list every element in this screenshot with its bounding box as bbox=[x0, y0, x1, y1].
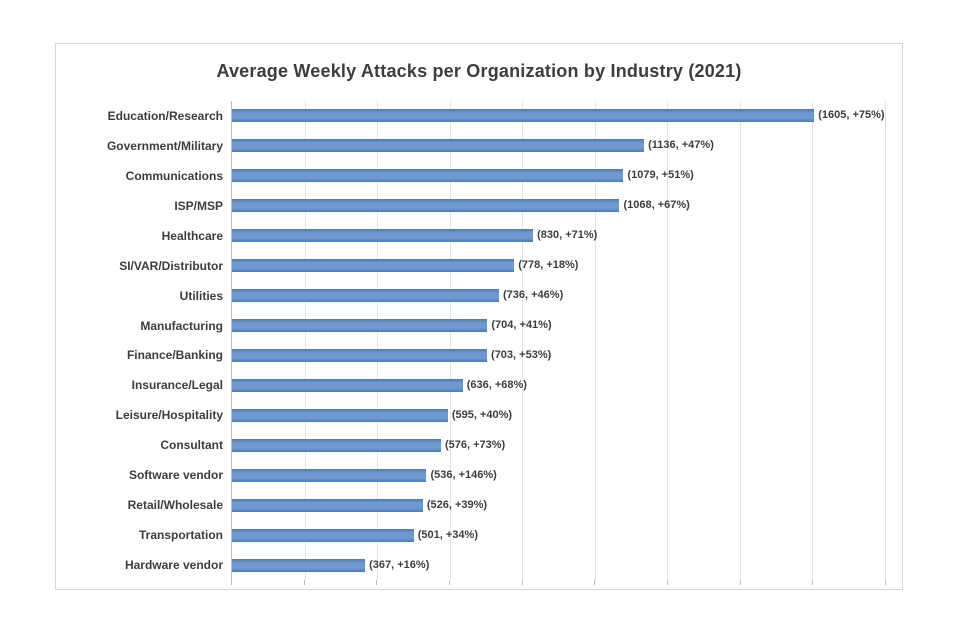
chart-container: Average Weekly Attacks per Organization … bbox=[55, 43, 903, 590]
category-label: Manufacturing bbox=[140, 318, 223, 333]
gridline bbox=[377, 101, 379, 580]
bar-value-label: (778, +18%) bbox=[518, 259, 579, 272]
bar-row: (704, +41%) bbox=[232, 311, 885, 341]
bar-value-label: (736, +46%) bbox=[503, 289, 564, 302]
bar bbox=[232, 558, 366, 572]
bar bbox=[232, 528, 414, 542]
bar-row: (1068, +67%) bbox=[232, 191, 885, 221]
axis-tick bbox=[231, 580, 232, 585]
bar-row: (536, +146%) bbox=[232, 460, 885, 490]
gridline bbox=[304, 101, 306, 580]
category-label: SI/VAR/Distributor bbox=[119, 258, 223, 273]
bar bbox=[232, 498, 423, 512]
bar-row: (736, +46%) bbox=[232, 281, 885, 311]
category-axis: Education/Research Government/Military Com… bbox=[56, 101, 223, 580]
bar bbox=[232, 169, 624, 183]
bar bbox=[232, 408, 448, 422]
gridline bbox=[594, 101, 596, 580]
bar-row: (501, +34%) bbox=[232, 520, 885, 550]
axis-tick bbox=[739, 580, 741, 585]
gridline bbox=[449, 101, 451, 580]
axis-tick bbox=[376, 580, 378, 585]
bar-value-label: (1079, +51%) bbox=[627, 169, 694, 182]
bar bbox=[232, 139, 645, 153]
category-label: Utilities bbox=[179, 288, 223, 303]
bar-row: (778, +18%) bbox=[232, 251, 885, 281]
bar-value-label: (1136, +47%) bbox=[648, 139, 714, 152]
bar-value-label: (703, +53%) bbox=[491, 348, 552, 361]
gridline bbox=[667, 101, 669, 580]
bar-value-label: (704, +41%) bbox=[491, 319, 552, 332]
bar bbox=[232, 109, 815, 123]
bar bbox=[232, 199, 620, 213]
category-label: Healthcare bbox=[161, 228, 223, 243]
gridline bbox=[812, 101, 814, 580]
axis-tick bbox=[303, 580, 305, 585]
category-label: Finance/Banking bbox=[126, 348, 223, 363]
bar-value-label: (501, +34%) bbox=[417, 528, 478, 541]
category-label: Leisure/Hospitality bbox=[115, 408, 223, 423]
chart-title: Average Weekly Attacks per Organization … bbox=[216, 61, 742, 81]
bar bbox=[232, 259, 515, 273]
bar bbox=[232, 289, 499, 303]
bar bbox=[232, 468, 427, 482]
bar-value-label: (536, +146%) bbox=[430, 468, 497, 481]
bar-value-label: (830, +71%) bbox=[537, 229, 598, 242]
bar-row: (1136, +47%) bbox=[232, 131, 885, 161]
bar-row: (367, +16%) bbox=[232, 550, 885, 580]
bar-row: (595, +40%) bbox=[232, 400, 885, 430]
bar bbox=[232, 438, 441, 452]
plot-area: (1605, +75%) (1136, +47%) (1079, +51%) (106… bbox=[231, 101, 886, 580]
bar-value-label: (595, +40%) bbox=[451, 408, 513, 421]
bar-value-label: (1605, +75%) bbox=[818, 109, 885, 122]
category-label: Retail/Wholesale bbox=[127, 498, 223, 513]
bar bbox=[232, 319, 488, 333]
category-label: Education/Research bbox=[107, 108, 223, 123]
bar bbox=[232, 378, 463, 392]
category-label: Communications bbox=[125, 168, 223, 183]
category-label: Consultant bbox=[160, 438, 223, 453]
category-label: Transportation bbox=[138, 528, 223, 543]
axis-tick bbox=[594, 580, 596, 585]
bar-row: (1079, +51%) bbox=[232, 161, 885, 191]
bar bbox=[232, 229, 534, 243]
bar-value-label: (526, +39%) bbox=[426, 498, 488, 511]
bar-row: (703, +53%) bbox=[232, 341, 885, 371]
bar-row: (636, +68%) bbox=[232, 370, 885, 400]
axis-ticks bbox=[231, 580, 886, 586]
bar-row: (1605, +75%) bbox=[232, 101, 885, 131]
gridline bbox=[522, 101, 524, 580]
gridline bbox=[739, 101, 741, 580]
axis-tick bbox=[449, 580, 450, 585]
axis-tick bbox=[812, 580, 814, 585]
axis-tick bbox=[667, 580, 668, 585]
bar-row: (526, +39%) bbox=[232, 490, 885, 520]
bar-value-label: (367, +16%) bbox=[369, 558, 430, 571]
bar-row: (576, +73%) bbox=[232, 430, 885, 460]
category-label: Government/Military bbox=[106, 138, 223, 153]
category-label: Hardware vendor bbox=[124, 558, 223, 573]
bar-value-label: (576, +73%) bbox=[444, 438, 506, 451]
gridline bbox=[885, 101, 886, 580]
bar-value-label: (636, +68%) bbox=[466, 378, 527, 391]
category-label: ISP/MSP bbox=[174, 198, 223, 213]
bar-value-label: (1068, +67%) bbox=[623, 199, 690, 212]
bar-row: (830, +71%) bbox=[232, 221, 885, 251]
category-label: Software vendor bbox=[128, 468, 223, 483]
category-label: Insurance/Legal bbox=[131, 378, 223, 393]
bar-rows: (1605, +75%) (1136, +47%) (1079, +51%) (106… bbox=[232, 101, 885, 580]
bar bbox=[232, 348, 488, 362]
axis-tick bbox=[521, 580, 523, 585]
axis-tick bbox=[885, 580, 886, 585]
